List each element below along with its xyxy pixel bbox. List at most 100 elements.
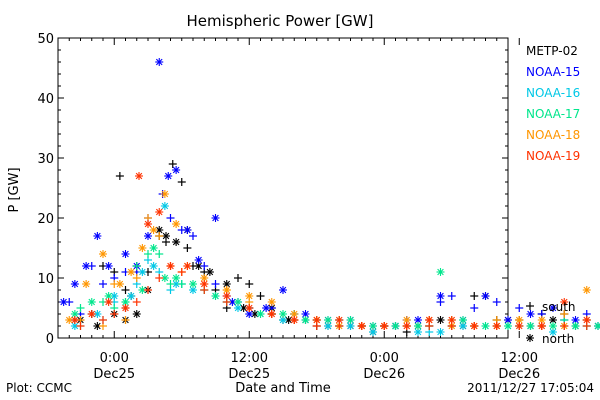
north-point-noaa-19	[582, 316, 591, 324]
x-tick-date-label: Dec26	[498, 367, 540, 382]
south-point-noaa-19	[132, 298, 141, 306]
south-point-metp-02	[183, 244, 192, 252]
north-point-noaa-19-stroke	[268, 310, 276, 318]
north-point-noaa-16	[436, 328, 445, 336]
north-point-noaa-15-stroke	[437, 292, 444, 300]
north-point-noaa-17	[301, 316, 310, 324]
north-point-noaa-16-stroke	[172, 280, 180, 288]
north-point-noaa-19	[537, 322, 546, 330]
legend-entry-noaa-19: NOAA-19	[526, 149, 580, 163]
north-point-noaa-15	[59, 298, 68, 306]
north-point-noaa-18-stroke	[583, 286, 591, 294]
north-point-noaa-17-stroke	[257, 310, 264, 318]
north-point-noaa-15-stroke	[245, 310, 253, 318]
north-point-metp-02	[162, 232, 170, 240]
north-point-noaa-16	[346, 322, 355, 330]
south-point-noaa-15	[211, 280, 220, 288]
north-point-noaa-15-stroke	[144, 232, 152, 240]
north-point-noaa-18	[127, 268, 136, 276]
north-point-noaa-17	[549, 322, 557, 330]
north-point-noaa-17-stroke	[161, 274, 169, 282]
north-point-noaa-17	[481, 322, 490, 330]
north-point-noaa-18	[160, 190, 169, 198]
north-point-noaa-18-stroke	[65, 316, 73, 324]
north-point-metp-02	[172, 238, 181, 246]
x-tick-time-label: 0:00	[370, 351, 399, 366]
marker-legend: south north	[526, 300, 576, 346]
south-point-noaa-19	[144, 286, 152, 294]
south-point-noaa-17	[177, 280, 186, 288]
north-point-noaa-18	[138, 244, 147, 252]
north-point-noaa-19-stroke	[583, 316, 591, 324]
north-point-noaa-19-stroke	[515, 322, 523, 330]
south-point-metp-02	[470, 292, 479, 300]
south-point-noaa-17	[132, 262, 141, 270]
north-point-noaa-15-stroke	[212, 214, 219, 222]
north-point-noaa-17-stroke	[347, 316, 354, 324]
north-point-noaa-15	[70, 280, 79, 288]
north-point-noaa-18-stroke	[403, 316, 411, 324]
north-point-noaa-15	[526, 310, 535, 318]
north-point-noaa-17-stroke	[122, 298, 129, 306]
north-point-noaa-18-stroke	[538, 316, 546, 324]
south-point-noaa-15	[447, 292, 456, 300]
north-point-noaa-19	[290, 316, 299, 324]
north-point-metp-02	[549, 316, 557, 324]
north-point-noaa-19-stroke	[144, 220, 152, 228]
south-point-noaa-17	[166, 280, 175, 288]
north-point-noaa-16-stroke	[549, 328, 557, 336]
legend-marker-label-north: north	[542, 332, 574, 346]
north-point-noaa-17	[594, 322, 600, 330]
north-point-noaa-15	[93, 232, 102, 240]
north-point-noaa-17-stroke	[212, 292, 219, 300]
north-point-metp-02-stroke	[172, 238, 180, 246]
south-point-metp-02	[115, 172, 124, 180]
north-point-metp-02-stroke	[155, 226, 163, 234]
north-point-noaa-18	[99, 250, 107, 258]
footer-timestamp: 2011/12/27 17:05:04	[467, 381, 594, 395]
north-point-noaa-17-stroke	[139, 286, 146, 294]
north-point-noaa-15-stroke	[262, 304, 270, 312]
north-point-noaa-17	[189, 280, 197, 288]
north-point-noaa-19-stroke	[538, 322, 546, 330]
north-point-noaa-19-stroke	[167, 262, 174, 270]
north-point-noaa-18	[582, 286, 591, 294]
north-point-noaa-19-stroke	[335, 316, 343, 324]
north-point-noaa-17-stroke	[189, 280, 197, 288]
legend-entry-noaa-16: NOAA-16	[526, 86, 580, 100]
north-point-noaa-18-stroke	[82, 280, 90, 288]
north-point-noaa-15	[504, 316, 512, 324]
south-point-noaa-15	[166, 214, 175, 222]
data-markers	[59, 58, 600, 336]
north-point-noaa-15	[549, 304, 557, 312]
y-tick-label: 50	[37, 32, 54, 47]
north-point-noaa-18-stroke	[223, 286, 231, 294]
north-point-noaa-15-stroke	[549, 304, 557, 312]
north-point-noaa-15	[164, 172, 173, 180]
south-point-noaa-19	[110, 310, 119, 318]
north-point-noaa-19	[425, 316, 434, 324]
north-point-noaa-17-stroke	[392, 322, 399, 330]
north-point-noaa-17-stroke	[150, 244, 157, 252]
north-point-noaa-17	[436, 268, 445, 276]
north-point-noaa-15	[279, 286, 287, 294]
north-point-noaa-19	[70, 316, 79, 324]
north-point-noaa-19	[166, 262, 175, 270]
north-point-noaa-19-stroke	[560, 298, 568, 306]
north-point-noaa-16-stroke	[437, 328, 444, 336]
north-point-noaa-19	[222, 292, 231, 300]
north-point-noaa-18-stroke	[200, 274, 208, 282]
north-point-noaa-19-stroke	[71, 316, 79, 324]
north-point-noaa-18-stroke	[290, 310, 298, 318]
north-point-noaa-17-stroke	[437, 268, 444, 276]
north-point-noaa-17	[369, 322, 377, 330]
legend-south-marker	[526, 302, 534, 310]
south-point-noaa-19	[99, 316, 107, 324]
north-point-noaa-17	[504, 322, 512, 330]
north-point-noaa-19	[155, 208, 164, 216]
north-point-noaa-19	[144, 220, 152, 228]
south-point-noaa-18	[560, 310, 569, 318]
north-point-metp-02-stroke	[240, 304, 247, 312]
north-point-metp-02-stroke	[437, 316, 444, 324]
north-point-noaa-17-stroke	[302, 316, 309, 324]
